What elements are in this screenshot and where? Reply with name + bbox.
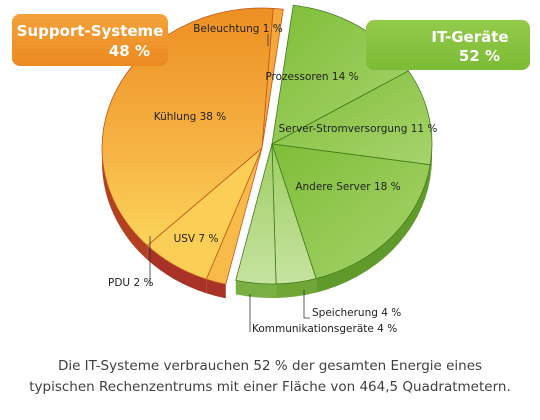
slice-label-6: PDU 2 % xyxy=(108,277,153,289)
support-systeme-title: Support-Systeme xyxy=(17,22,164,40)
caption-line-1: Die IT-Systeme verbrauchen 52 % der gesa… xyxy=(57,358,483,374)
slice-depth-5 xyxy=(235,280,277,298)
it-geraete-title: IT-Geräte xyxy=(431,28,508,46)
pie-slice-andere xyxy=(271,143,431,280)
pie-slice-server-stromversorgung xyxy=(270,70,433,166)
slice-label-3: Andere Server 18 % xyxy=(295,181,400,193)
it-geraete-value: 52 % xyxy=(459,47,500,65)
slice-label-0: Beleuchtung 1 % xyxy=(193,23,283,35)
slice-label-4: Speicherung 4 % xyxy=(312,307,401,319)
slice-label-7: USV 7 % xyxy=(174,233,219,245)
it-geraete-box: IT-Geräte 52 % xyxy=(366,20,530,70)
slice-depth-3 xyxy=(316,164,431,293)
slice-depth-4 xyxy=(276,278,317,298)
pie-slice-kühlung xyxy=(101,7,274,247)
pie-chart: Beleuchtung 1 % Prozessoren 14 % Server-St… xyxy=(12,4,530,335)
slice-depth-6 xyxy=(206,279,226,299)
slice-label-1: Prozessoren 14 % xyxy=(265,71,358,83)
caption-line-2: typischen Rechenzentrums mit einer Fläch… xyxy=(29,379,511,395)
slice-label-2: Server-Stromversorgung 11 % xyxy=(279,123,438,135)
support-systeme-value: 48 % xyxy=(109,42,150,60)
slice-depth-8 xyxy=(102,148,148,260)
pie-slice-kommunikationsgeräte xyxy=(235,143,277,285)
support-systeme-box: Support-Systeme 48 % xyxy=(12,14,168,66)
leader-line-4 xyxy=(303,290,310,319)
slice-label-8: Kühlung 38 % xyxy=(154,111,227,123)
chart-caption: Die IT-Systeme verbrauchen 52 % der gesa… xyxy=(0,356,540,398)
slice-label-5: Kommunikationsgeräte 4 % xyxy=(252,323,397,335)
